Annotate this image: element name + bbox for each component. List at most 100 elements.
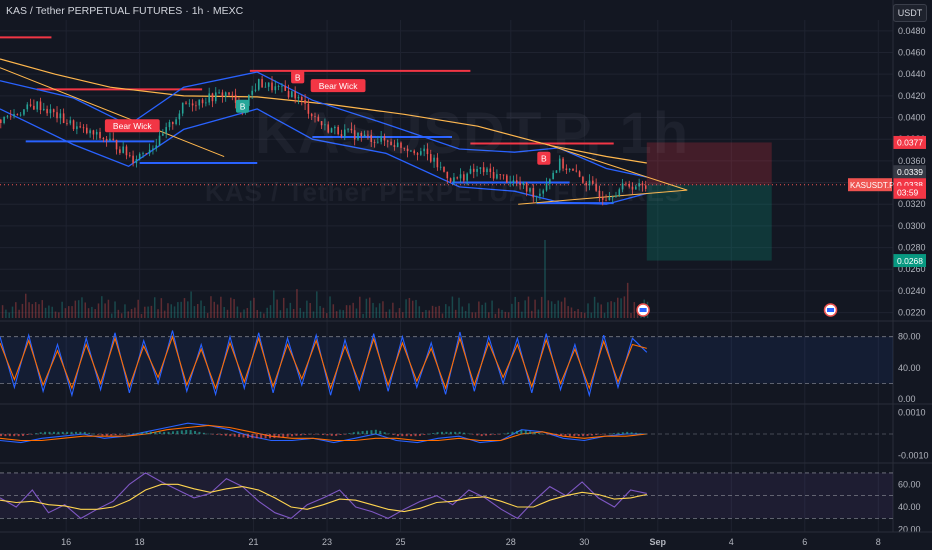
candle-body (522, 182, 525, 185)
price-axis-tag-label: 0.0338 (897, 180, 923, 190)
volume-bar (342, 310, 345, 318)
macd-histogram-bar (242, 434, 245, 438)
volume-bar (259, 311, 262, 318)
y-tick-label: 0.0400 (898, 113, 926, 123)
candle-body (228, 92, 230, 95)
volume-bar (114, 301, 116, 318)
y-tick-label: 0.0280 (898, 243, 926, 253)
volume-bar (54, 311, 57, 318)
x-tick-label: 18 (135, 537, 145, 547)
price-axis-tag-label: 0.0268 (897, 256, 923, 266)
macd-histogram-bar (229, 434, 232, 437)
candle-body (16, 114, 19, 115)
candle-body (92, 130, 95, 135)
candle-body (175, 119, 177, 125)
volume-bar (24, 293, 27, 318)
volume-bar (438, 305, 440, 318)
volume-bar (94, 309, 96, 318)
volume-bar (451, 296, 454, 318)
candle-body (426, 148, 429, 155)
candle-body (420, 151, 422, 155)
currency-unit-button[interactable]: USDT (893, 4, 927, 22)
candle-body (59, 113, 62, 119)
volume-bar (454, 309, 457, 318)
candle-body (386, 140, 389, 142)
candle-body (102, 138, 105, 140)
candle-body (257, 79, 260, 90)
macd-histogram-bar (520, 429, 523, 434)
candle-body (598, 190, 601, 198)
candle-body (291, 91, 293, 98)
volume-bar (226, 309, 229, 318)
volume-bar (554, 303, 556, 318)
volume-bar (527, 296, 530, 318)
volume-bar (276, 299, 278, 318)
volume-bar (173, 306, 176, 318)
macd-histogram-bar (401, 434, 404, 437)
candle-body (525, 182, 528, 192)
volume-bar (458, 297, 460, 318)
macd-histogram-bar (105, 434, 108, 436)
annotation-label: Bear Wick (113, 121, 152, 131)
volume-bar (501, 309, 503, 318)
macd-histogram-bar (88, 432, 91, 434)
volume-bar (415, 299, 417, 318)
candle-body (122, 146, 124, 153)
x-tick-label: 21 (249, 537, 259, 547)
candle-body (304, 100, 306, 104)
macd-histogram-bar (198, 431, 201, 434)
macd-histogram-bar (216, 434, 219, 435)
volume-bar (557, 300, 559, 318)
volume-bar (157, 309, 159, 318)
volume-bar (392, 302, 394, 318)
candle-body (631, 186, 634, 190)
volume-bar (296, 289, 298, 318)
candle-body (337, 126, 339, 135)
volume-bar (633, 302, 636, 318)
volume-bar (190, 291, 192, 318)
chart-title: KAS / Tether PERPETUAL FUTURES · 1h · MEXC (6, 5, 244, 17)
macd-histogram-bar (418, 434, 421, 436)
candle-body (171, 122, 174, 125)
volume-bar (236, 306, 239, 318)
volume-bar (246, 308, 249, 318)
volume-bar (177, 302, 179, 318)
volume-bar (421, 312, 424, 318)
candle-body (463, 174, 465, 181)
candle-body (52, 109, 55, 113)
volume-bar (216, 304, 219, 318)
macd-histogram-bar (330, 434, 333, 436)
stop-loss-zone (646, 142, 772, 185)
macd-histogram-bar (141, 432, 144, 434)
volume-bar (180, 301, 182, 318)
volume-bar (448, 306, 450, 318)
volume-bar (107, 299, 110, 318)
macd-histogram-bar (163, 431, 166, 434)
macd-histogram-bar (277, 434, 280, 438)
macd-histogram-bar (595, 434, 598, 436)
candle-body (615, 195, 617, 197)
macd-histogram-bar (339, 434, 342, 435)
macd-histogram-bar (432, 433, 435, 434)
volume-bar (574, 311, 576, 318)
candle-body (565, 168, 568, 171)
candle-body (49, 109, 52, 114)
volume-bar (124, 304, 126, 318)
macd-histogram-bar (551, 434, 554, 435)
volume-bar (531, 310, 533, 318)
candle-body (572, 168, 574, 171)
candle-body (360, 132, 363, 137)
interval-label[interactable]: 1h (191, 5, 204, 17)
candle-body (82, 127, 85, 129)
volume-bar (431, 305, 434, 318)
volume-bar (550, 301, 553, 318)
candle-body (436, 157, 439, 168)
volume-bar (481, 304, 483, 318)
volume-bar (31, 304, 34, 318)
macd-histogram-bar (273, 434, 276, 439)
macd-histogram-bar (427, 433, 430, 435)
macd-histogram-bar (529, 431, 532, 434)
volume-bar (511, 303, 513, 318)
volume-bar (203, 306, 206, 318)
